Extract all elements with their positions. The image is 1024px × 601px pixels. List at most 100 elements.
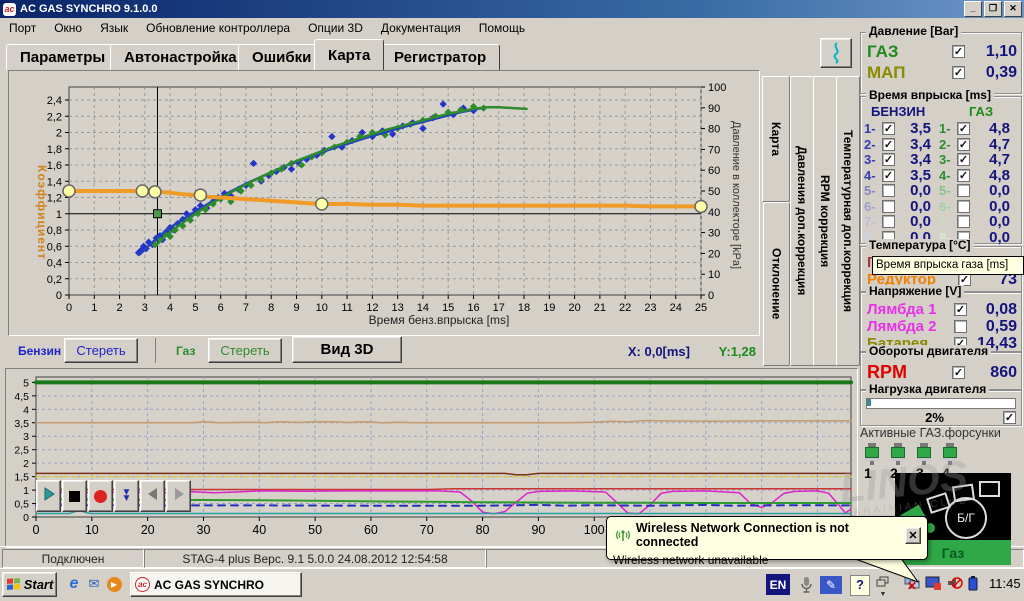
petrol-checkbox[interactable]: ✓ (882, 168, 895, 182)
restore-button[interactable]: ❐ (984, 1, 1002, 17)
rpm-group: Обороты двигателя RPM ✓ 860 (860, 345, 1022, 390)
title-bar: ac AC GAS SYNCHRO 9.1.0.0 _ ❐ ✕ (0, 0, 1024, 18)
menu-item-5[interactable]: Опции 3D (308, 21, 363, 35)
media-player-icon[interactable]: ▶ (104, 574, 124, 594)
menu-item-6[interactable]: Документация (380, 21, 461, 35)
menu-item-1[interactable]: Порт (9, 21, 37, 35)
side-tab-karta[interactable]: Карта (762, 76, 790, 202)
pressure-row-газ-checkbox[interactable]: ✓ (952, 45, 965, 58)
prev-button[interactable] (140, 480, 165, 512)
ie-icon[interactable]: e (69, 575, 79, 592)
gas-checkbox[interactable] (957, 199, 970, 213)
play-button[interactable] (36, 480, 61, 512)
svg-text:16: 16 (467, 302, 479, 314)
menu-item-4[interactable]: Обновление контроллера (146, 21, 291, 35)
battery-icon[interactable] (966, 575, 984, 591)
gas-led-dot (925, 523, 935, 533)
double-down-button[interactable]: ▼ ▼ (114, 480, 139, 512)
svg-text:1: 1 (23, 485, 29, 497)
mail-icon[interactable]: ✉ (88, 576, 100, 591)
erase-petrol-button[interactable]: Стереть (64, 338, 138, 363)
petrol-checkbox[interactable]: ✓ (882, 122, 895, 136)
minimize-button[interactable]: _ (964, 1, 982, 17)
next-button[interactable] (166, 480, 191, 512)
pressure-group: Давление [Bar] ГАЗ ✓ 1,10 МАП ✓ 0,39 (860, 25, 1022, 94)
tab-карта[interactable]: Карта (314, 39, 385, 70)
start-button[interactable]: Start (2, 572, 57, 597)
svg-text:80: 80 (476, 523, 490, 537)
gas-checkbox[interactable]: ✓ (957, 122, 970, 136)
svg-text:25: 25 (695, 302, 707, 314)
load-checkbox[interactable]: ✓ (1003, 411, 1016, 424)
petrol-value: 3,5 (910, 120, 931, 138)
svg-text:1,5: 1,5 (14, 472, 29, 484)
handwriting-icon[interactable]: ✎ (820, 576, 842, 594)
gas-checkbox[interactable]: ✓ (957, 153, 970, 167)
rpm-group-title: Обороты двигателя (866, 345, 992, 358)
tab-регистратор[interactable]: Регистратор (380, 44, 501, 70)
svg-text:19: 19 (543, 302, 555, 314)
svg-text:6: 6 (218, 302, 224, 314)
svg-text:5: 5 (23, 377, 29, 389)
language-indicator[interactable]: EN (766, 574, 790, 595)
side-tab-otklonenie[interactable]: Отклонение (763, 202, 790, 366)
gas-value: 4,8 (989, 166, 1010, 184)
toolbar-options-icon[interactable]: ▼ (876, 575, 890, 598)
map-chart[interactable]: 0 1 2 3 4 5 6 7 8 9 10 11 12 13 14 15 16 17 18 19 20 21 22 23 24… (9, 71, 759, 335)
gas-cyl-number: 8- (939, 229, 951, 245)
petrol-checkbox[interactable]: ✓ (882, 137, 895, 151)
petrol-column-header: БЕНЗИН (871, 104, 926, 119)
voltage-row-лямбда-2-checkbox[interactable] (954, 320, 967, 333)
petrol-checkbox[interactable] (882, 199, 895, 213)
record-button[interactable] (88, 480, 113, 512)
close-button[interactable]: ✕ (1004, 1, 1022, 17)
taskbar-app-button[interactable]: ac AC GAS SYNCHRO (130, 572, 302, 597)
tab-параметры[interactable]: Параметры (6, 44, 120, 70)
playback-toolbar: ▼ ▼ (36, 480, 192, 512)
voltage-row-лямбда-1-checkbox[interactable]: ✓ (954, 303, 967, 316)
gas-checkbox[interactable]: ✓ (957, 168, 970, 182)
view-3d-button[interactable]: Вид 3D (292, 336, 402, 363)
help-icon[interactable]: ? (850, 575, 870, 596)
fuel-mode-button[interactable]: Б/Г (945, 497, 987, 539)
clock[interactable]: 11:45 (989, 575, 1021, 591)
svg-text:70: 70 (708, 144, 720, 156)
tab-ошибки[interactable]: Ошибки (238, 44, 326, 70)
menu-item-7[interactable]: Помощь (478, 21, 526, 35)
x-axis-label: Время бенз.впрыска [ms] (368, 313, 510, 327)
svg-text:24: 24 (670, 302, 682, 314)
balloon-close-button[interactable]: ✕ (904, 526, 921, 544)
petrol-checkbox[interactable]: ✓ (882, 153, 895, 167)
gas-checkbox[interactable] (957, 215, 970, 229)
petrol-value: 3,4 (910, 135, 931, 153)
menu-item-2[interactable]: Окно (54, 21, 83, 35)
petrol-checkbox[interactable] (882, 215, 895, 229)
tab-автонастройка[interactable]: Автонастройка (110, 44, 251, 70)
gas-checkbox[interactable]: ✓ (957, 137, 970, 151)
side-tab-davleniya-korrekcia[interactable]: Давления доп.коррекция (790, 76, 814, 366)
menu-item-3[interactable]: Язык (100, 21, 129, 35)
svg-text:50: 50 (708, 186, 720, 198)
svg-text:60: 60 (364, 523, 378, 537)
erase-gas-button[interactable]: Стереть (208, 338, 282, 363)
tab-strip: Параметры Автонастройка Ошибки Карта Регистр… (0, 38, 1024, 70)
petrol-cyl-number: 1- (864, 121, 876, 137)
svg-text:3: 3 (142, 302, 148, 314)
gas-checkbox[interactable] (957, 184, 970, 198)
microphone-icon[interactable] (798, 575, 814, 598)
display-settings-icon[interactable] (924, 575, 942, 591)
pressure-row-мап-checkbox[interactable]: ✓ (952, 66, 965, 79)
map-chart-panel[interactable]: 0 1 2 3 4 5 6 7 8 9 10 11 12 13 14 15 16 17 18 19 20 21 22 23 24… (8, 70, 760, 336)
svg-text:60: 60 (708, 165, 720, 177)
volume-muted-icon[interactable] (945, 575, 963, 591)
side-tab-temp-korrekcia[interactable]: Температурная доп.коррекция (836, 76, 860, 366)
rpm-row-checkbox[interactable]: ✓ (952, 366, 965, 379)
stop-button[interactable] (62, 480, 87, 512)
svg-text:3,5: 3,5 (14, 418, 29, 430)
side-tab-rpm-korrekcia[interactable]: RPM коррекция (813, 76, 837, 366)
pressure-row-мап-label: МАП (867, 62, 906, 82)
petrol-checkbox[interactable] (882, 184, 895, 198)
connection-button[interactable] (820, 38, 852, 68)
